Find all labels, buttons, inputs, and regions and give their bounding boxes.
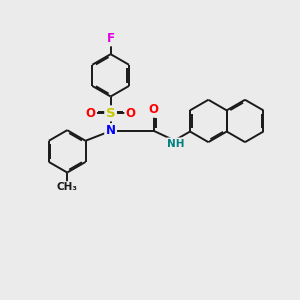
Text: S: S [106, 107, 116, 120]
Text: NH: NH [167, 139, 184, 149]
Text: O: O [126, 107, 136, 120]
Text: CH₃: CH₃ [57, 182, 78, 193]
Text: O: O [148, 103, 158, 116]
Text: F: F [106, 32, 115, 45]
Text: N: N [106, 124, 116, 137]
Text: O: O [85, 107, 95, 120]
